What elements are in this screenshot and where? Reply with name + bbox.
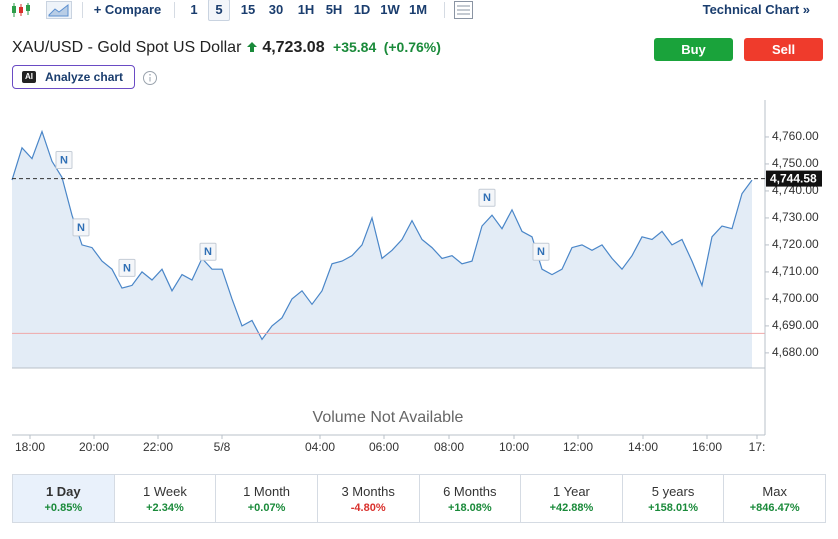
- news-marker: [118, 258, 136, 277]
- period-cell[interactable]: 6 Months +18.08%: [418, 475, 521, 522]
- chart: Investing.com4,680.004,690.004,700.004,7…: [11, 100, 822, 454]
- period-change: +2.34%: [146, 502, 184, 514]
- news-marker: [199, 242, 217, 261]
- price: 4,723.08: [262, 39, 325, 56]
- period-label: 1 Year: [553, 484, 590, 499]
- y-tick-label: 4,750.00: [772, 156, 819, 170]
- y-tick-label: 4,680.00: [772, 345, 819, 359]
- price-change-percent: (+0.76%): [383, 39, 441, 55]
- y-tick-label: 4,760.00: [772, 129, 819, 143]
- news-marker: [478, 188, 496, 207]
- x-tick-label: 06:00: [369, 440, 399, 454]
- interval-button[interactable]: 1W: [380, 2, 400, 17]
- x-tick-label: 08:00: [434, 440, 464, 454]
- x-tick-label: 20:00: [79, 440, 109, 454]
- news-marker: [532, 242, 550, 261]
- period-change: +18.08%: [447, 502, 492, 514]
- x-tick-label: 12:00: [563, 440, 593, 454]
- period-change: +0.07%: [247, 502, 286, 514]
- period-label: 3 Months: [341, 484, 395, 499]
- interval-button[interactable]: 1H: [297, 2, 315, 17]
- last-price-label: 4,744.58: [770, 171, 817, 185]
- period-label: Max: [762, 484, 787, 499]
- y-tick-label: 4,740.00: [772, 183, 819, 197]
- volume-note: Volume Not Available: [313, 409, 464, 426]
- news-marker: [55, 150, 73, 169]
- period-cell[interactable]: 5 years +158.01%: [621, 475, 724, 522]
- period-cell[interactable]: Max +846.47%: [723, 475, 825, 522]
- table-icon[interactable]: [453, 0, 475, 20]
- period-cell[interactable]: 1 Day +0.85%: [13, 475, 114, 522]
- period-cell[interactable]: 1 Month +0.07%: [215, 475, 317, 522]
- x-tick-label: 18:00: [15, 440, 45, 454]
- toolbar: + Compare 1 5 15 30 1H 5H 1D 1W 1M Technical Cha…: [0, 0, 838, 22]
- x-tick-label: 5/8: [214, 440, 231, 454]
- x-tick-label: 22:00: [143, 440, 173, 454]
- news-marker-label: N: [537, 246, 545, 258]
- interval-button[interactable]: 15: [240, 2, 256, 17]
- info-icon[interactable]: [142, 70, 158, 86]
- interval-button[interactable]: 1D: [353, 2, 371, 17]
- period-cell[interactable]: 1 Year +42.88%: [520, 475, 622, 522]
- price-change: +35.84: [333, 39, 377, 55]
- period-label: 5 years: [651, 484, 695, 499]
- price-area: [12, 131, 752, 368]
- interval-button[interactable]: 1: [190, 2, 198, 17]
- candlestick-icon[interactable]: [10, 2, 32, 18]
- period-label: 1 Day: [45, 484, 81, 499]
- technical-chart-link[interactable]: Technical Chart »: [702, 2, 810, 17]
- period-change: -4.80%: [350, 502, 386, 514]
- period-cell[interactable]: 3 Months -4.80%: [316, 475, 419, 522]
- instrument-header: XAU/USD - Gold Spot US Dollar 4,723.08 +…: [12, 37, 441, 57]
- interval-button[interactable]: 5: [208, 0, 230, 21]
- y-tick-label: 4,710.00: [772, 264, 819, 278]
- interval-button[interactable]: 1M: [408, 2, 428, 17]
- y-tick-label: 4,720.00: [772, 237, 819, 251]
- news-marker: [72, 218, 90, 237]
- up-arrow: [246, 42, 257, 52]
- period-change: +158.01%: [648, 502, 698, 514]
- period-change: +846.47%: [749, 502, 800, 514]
- x-tick-label: 14:00: [628, 440, 658, 454]
- x-tick-label: 10:00: [499, 440, 529, 454]
- y-tick-label: 4,690.00: [772, 318, 819, 332]
- ai-badge: AI: [22, 71, 36, 83]
- interval-button[interactable]: 30: [268, 2, 284, 17]
- price-line: [11, 129, 753, 341]
- instrument-title: XAU/USD - Gold Spot US Dollar: [12, 39, 242, 56]
- sell-button[interactable]: Sell: [744, 38, 823, 61]
- y-tick-label: 4,730.00: [772, 210, 819, 224]
- interval-button[interactable]: 5H: [325, 2, 343, 17]
- period-label: 6 Months: [443, 484, 497, 499]
- x-tick-label: 17:: [749, 440, 766, 454]
- analyze-chart-button[interactable]: AI Analyze chart: [12, 65, 135, 89]
- x-tick-label: 16:00: [692, 440, 722, 454]
- y-tick-label: 4,700.00: [772, 291, 819, 305]
- buy-button[interactable]: Buy: [654, 38, 733, 61]
- x-tick-label: 04:00: [305, 440, 335, 454]
- compare-button[interactable]: + Compare: [93, 2, 162, 17]
- news-marker-label: N: [123, 262, 131, 274]
- period-label: 1 Week: [143, 484, 187, 499]
- analyze-chart-label: Analyze chart: [45, 70, 124, 84]
- period-label: 1 Month: [243, 484, 291, 499]
- area-icon[interactable]: [46, 1, 72, 19]
- last-price-box: [766, 170, 822, 187]
- period-change: +0.85%: [44, 502, 83, 514]
- period-performance: 1 Day +0.85% 1 Week +2.34% 1 Month +0.07% 3 Mo…: [12, 474, 826, 523]
- period-change: +42.88%: [549, 502, 594, 514]
- news-marker-label: N: [204, 246, 212, 258]
- news-marker-label: N: [77, 222, 85, 234]
- news-marker-label: N: [483, 192, 491, 204]
- news-marker-label: N: [60, 154, 68, 166]
- period-cell[interactable]: 1 Week +2.34%: [113, 475, 216, 522]
